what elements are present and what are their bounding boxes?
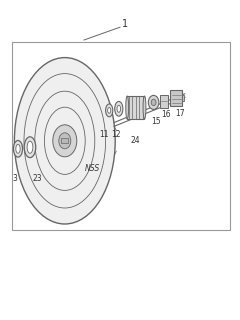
Ellipse shape: [106, 104, 113, 117]
Bar: [160, 95, 168, 108]
Bar: [61, 138, 68, 143]
Ellipse shape: [108, 108, 111, 113]
Circle shape: [59, 133, 71, 149]
Ellipse shape: [24, 137, 36, 158]
Bar: [182, 95, 184, 101]
Ellipse shape: [16, 144, 20, 153]
Text: 3: 3: [13, 174, 18, 183]
Ellipse shape: [13, 140, 23, 157]
Text: 23: 23: [32, 174, 42, 183]
Text: 15: 15: [151, 117, 160, 126]
Text: 12: 12: [112, 130, 121, 139]
Circle shape: [148, 95, 159, 109]
Text: NSS: NSS: [85, 164, 100, 172]
Circle shape: [151, 99, 156, 106]
Ellipse shape: [115, 101, 123, 116]
Bar: [127, 96, 144, 119]
Circle shape: [53, 125, 77, 157]
Ellipse shape: [14, 58, 115, 224]
Bar: [12, 42, 230, 230]
Text: 16: 16: [162, 110, 171, 119]
Ellipse shape: [143, 96, 146, 119]
Text: 24: 24: [131, 136, 140, 145]
Text: 11: 11: [100, 130, 109, 139]
Ellipse shape: [117, 105, 120, 112]
Bar: [170, 90, 182, 106]
Ellipse shape: [126, 96, 129, 119]
Text: 17: 17: [175, 109, 184, 118]
Text: 1: 1: [122, 19, 128, 29]
Ellipse shape: [27, 141, 33, 153]
